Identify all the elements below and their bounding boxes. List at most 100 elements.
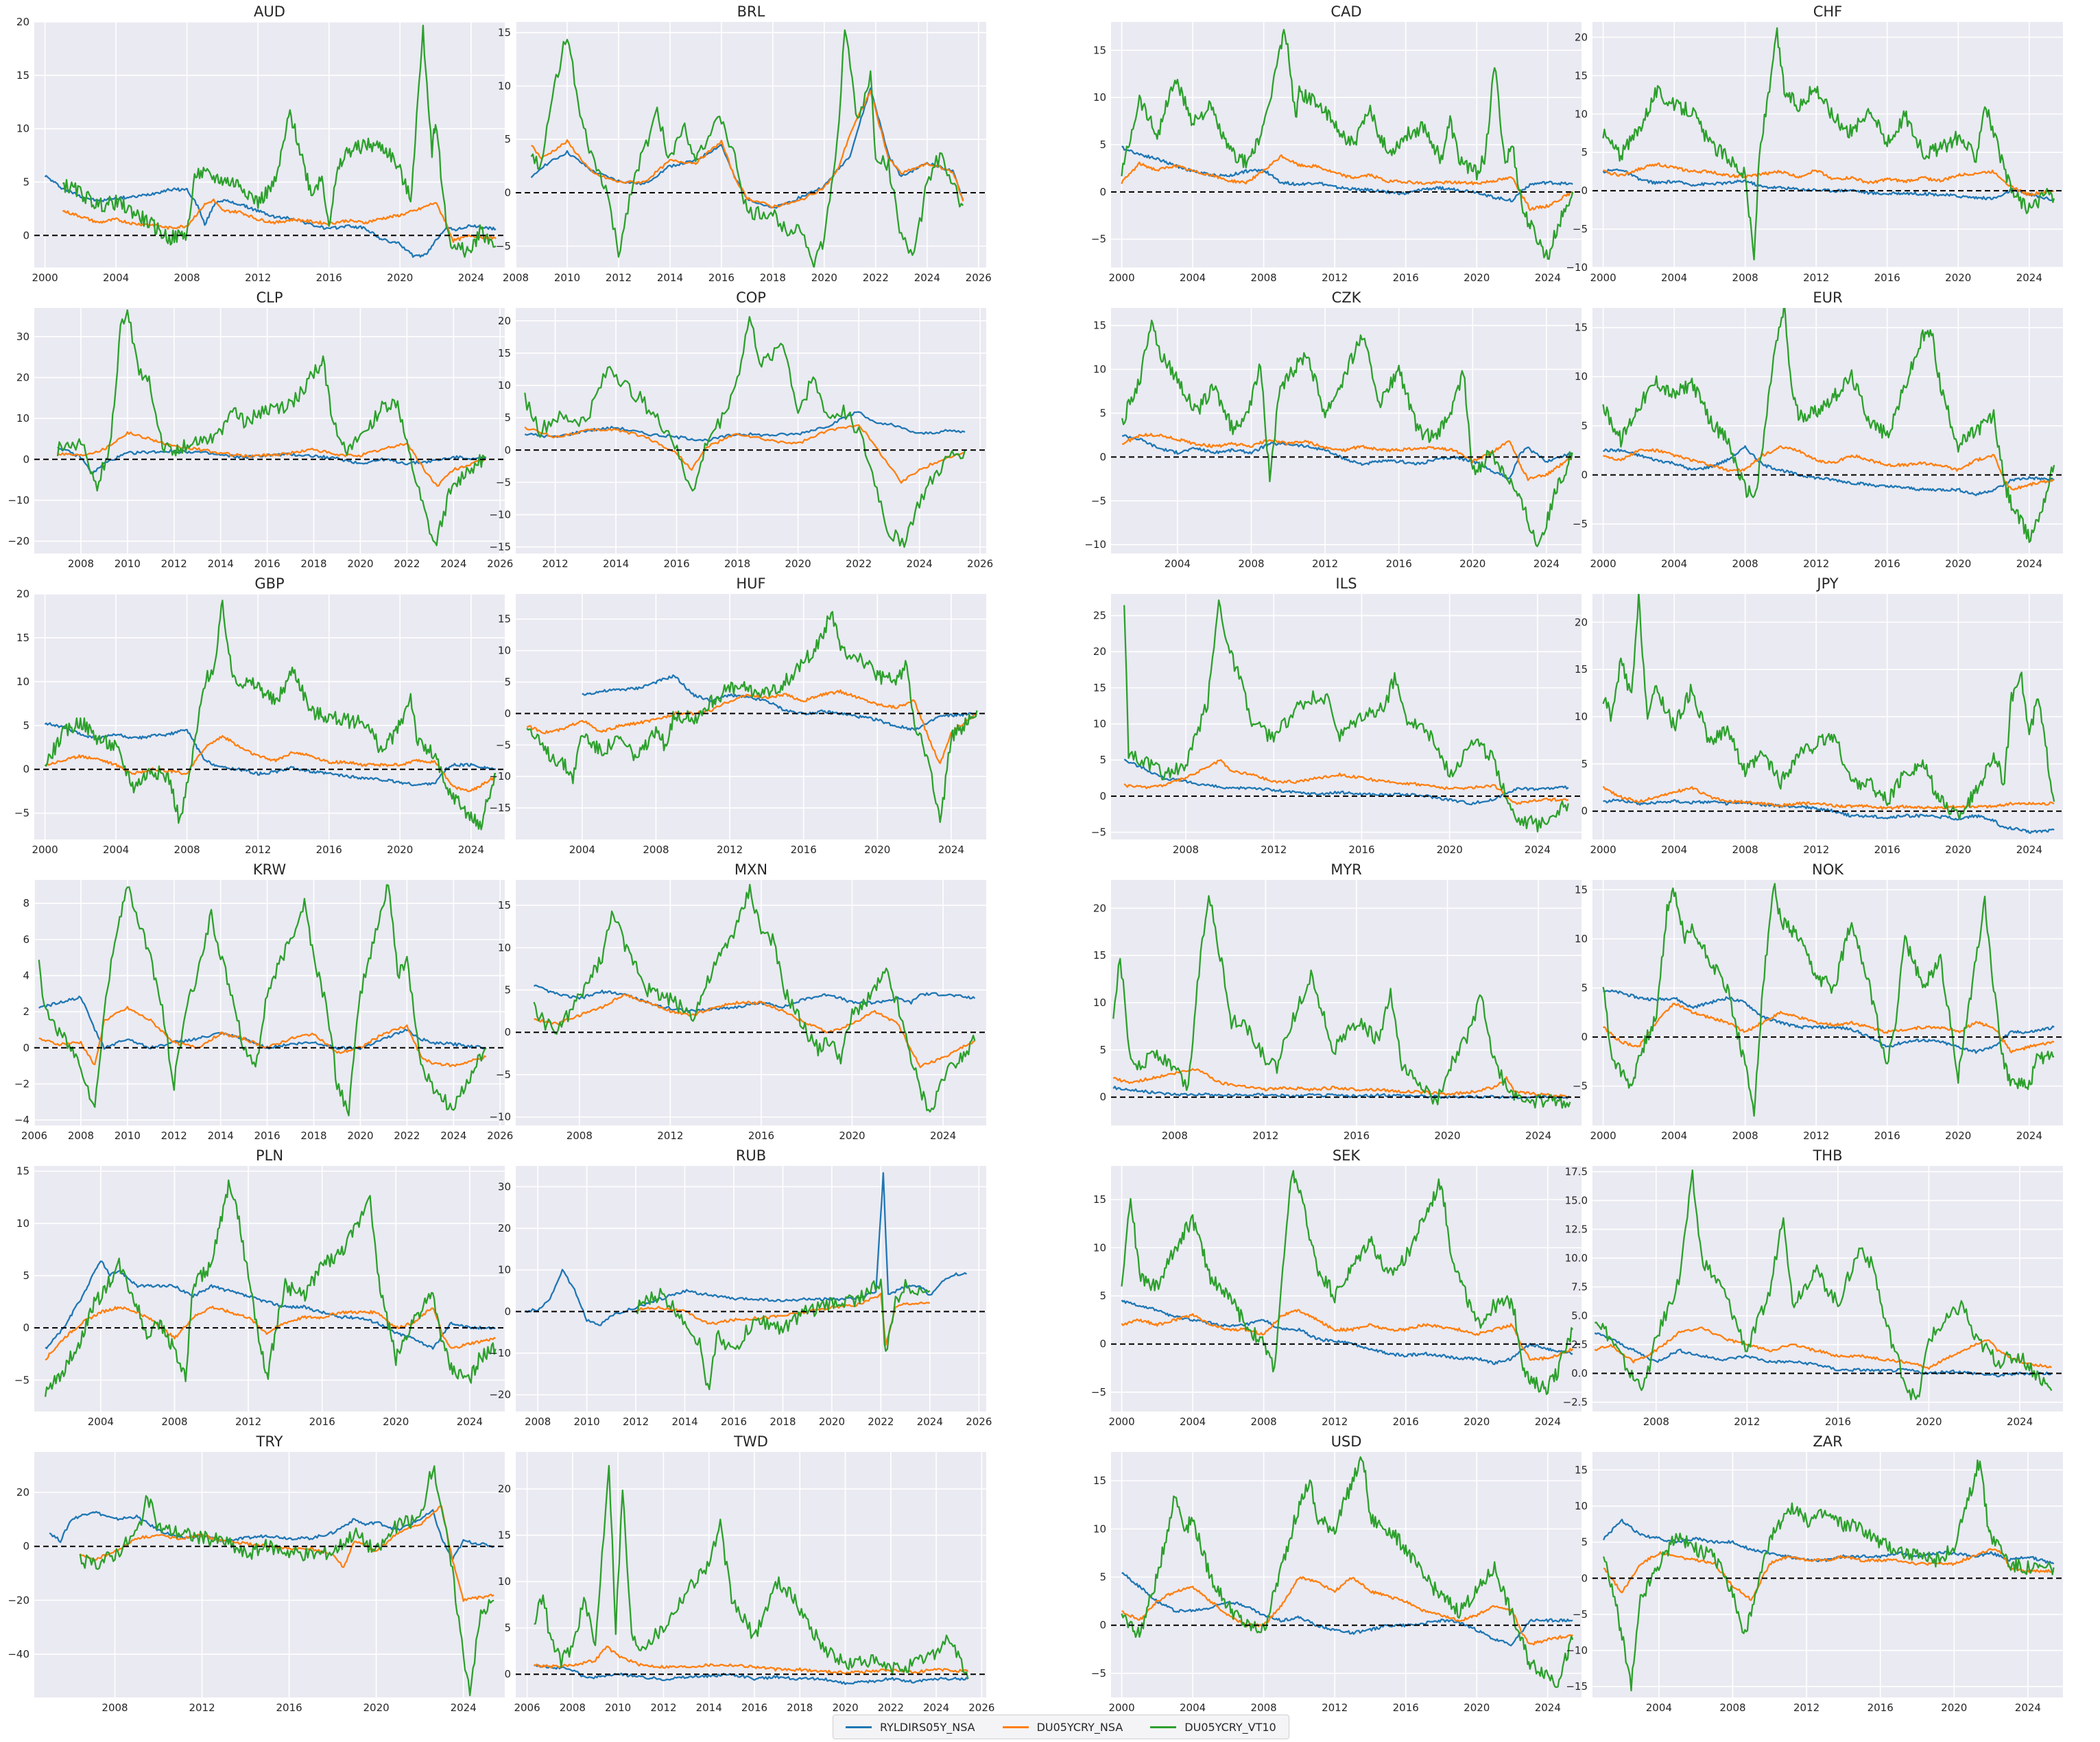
y-tick-label: 7.5 (1571, 1280, 1588, 1293)
x-tick-label: 2024 (914, 272, 940, 284)
y-tick-label: 5 (1099, 1571, 1106, 1584)
series-line-du05ycry-nsa (1121, 1309, 1574, 1361)
series-line-ryldirs05y-nsa (1123, 759, 1569, 806)
x-tick-label: 2000 (1590, 272, 1616, 284)
y-tick-label: 10 (498, 1264, 511, 1276)
y-tick-label: 10 (1093, 1523, 1106, 1535)
x-tick-label: 2024 (2007, 1416, 2033, 1428)
y-tick-label: 0 (23, 1322, 29, 1334)
plot-background (516, 22, 986, 267)
plot-background (34, 1452, 505, 1697)
x-tick-label: 2024 (451, 1702, 477, 1714)
series-line-du05ycry-vt10 (524, 315, 966, 548)
x-tick-label: 2008 (1732, 844, 1758, 856)
y-tick-label: −10 (1566, 1645, 1588, 1657)
x-tick-label: 2008 (1732, 272, 1758, 284)
y-tick-label: 15 (498, 613, 511, 625)
y-tick-label: 2 (23, 1005, 29, 1018)
y-tick-label: −10 (489, 1347, 511, 1359)
series-line-du05ycry-vt10 (44, 1179, 497, 1397)
x-tick-label: 2016 (741, 1702, 767, 1714)
y-tick-label: 0 (504, 444, 511, 456)
y-tick-label: 0 (1099, 790, 1106, 802)
x-tick-label: 2012 (542, 558, 568, 570)
x-tick-label: 2020 (387, 844, 413, 856)
x-tick-label: 2012 (1322, 1702, 1348, 1714)
chart-panel-aud: 2000 2004 2008 2012 2016 2020 2024 0 5 10 15 20 AUD (0, 0, 512, 287)
x-tick-label: 2020 (1464, 272, 1490, 284)
chart-panel-try: 2008 2012 2016 2020 2024 −40 −20 0 20 TRY (0, 1430, 512, 1717)
x-tick-label: 2012 (717, 844, 743, 856)
x-tick-label: 2008 (1719, 1702, 1745, 1714)
x-tick-label: 2012 (235, 1416, 261, 1428)
x-tick-label: 2004 (103, 272, 129, 284)
y-tick-label: 17.5 (1565, 1165, 1588, 1178)
chart-title: CZK (1332, 289, 1362, 306)
x-tick-label: 2024 (930, 1130, 956, 1142)
x-tick-label: 2000 (1590, 844, 1616, 856)
x-tick-label: 2016 (254, 558, 281, 570)
x-tick-label: 2004 (1180, 1416, 1206, 1428)
x-tick-label: 2026 (968, 1702, 994, 1714)
series-line-ryldirs05y-nsa (534, 1664, 969, 1685)
y-tick-label: 20 (498, 1483, 511, 1495)
legend-item-du05ycry-vt10: DU05YCRY_VT10 (1150, 1721, 1276, 1734)
series-line-du05ycry-nsa (57, 431, 486, 487)
x-tick-label: 2008 (1251, 1416, 1277, 1428)
y-tick-label: −4 (14, 1114, 29, 1126)
series-line-du05ycry-vt10 (1602, 308, 2055, 543)
series-line-du05ycry-nsa (534, 1645, 969, 1675)
y-tick-label: −5 (1573, 1080, 1588, 1093)
y-tick-label: −10 (489, 508, 511, 521)
chart-title: RUB (736, 1147, 766, 1164)
series-group (1121, 1169, 1574, 1396)
chart-panel-ils: 2008 2012 2016 2020 2024 −5 0 5 10 15 20 25 ILS (1077, 572, 1588, 859)
y-tick-label: −2 (14, 1077, 29, 1090)
x-tick-label: 2012 (1734, 1416, 1760, 1428)
series-line-du05ycry-vt10 (1121, 29, 1574, 260)
series-line-du05ycry-vt10 (1602, 883, 2055, 1117)
y-tick-label: −10 (489, 1111, 511, 1123)
y-tick-label: 5.0 (1571, 1309, 1588, 1322)
chart-svg: 2000 2004 2008 2012 2016 2020 2024 −5 0 5 10 15 20 GB… (14, 575, 505, 856)
legend-label: RYLDIRS05Y_NSA (880, 1720, 975, 1734)
x-tick-label: 2020 (383, 1416, 409, 1428)
series-line-ryldirs05y-nsa (582, 674, 977, 731)
y-tick-label: 8 (23, 897, 29, 909)
series-group (1602, 27, 2055, 261)
series-line-du05ycry-vt10 (1602, 1459, 2055, 1692)
series-line-du05ycry-vt10 (44, 599, 497, 831)
chart-panel-sek: 2000 2004 2008 2012 2016 2020 2024 −5 0 5 10 15 SEK (1077, 1144, 1588, 1431)
y-tick-label: −10 (8, 494, 29, 506)
series-group (38, 884, 487, 1117)
x-tick-label: 2018 (724, 558, 750, 570)
chart-panel-usd: 2000 2004 2008 2012 2016 2020 2024 −5 0 5 10 15 USD (1077, 1430, 1588, 1717)
plot-background (1111, 1166, 1582, 1411)
x-tick-label: 2012 (623, 1416, 649, 1428)
series-line-ryldirs05y-nsa (49, 1509, 494, 1561)
x-tick-label: 2008 (1251, 272, 1277, 284)
series-group (1602, 308, 2055, 543)
y-tick-label: 0 (504, 187, 511, 199)
y-tick-label: 10 (1575, 370, 1588, 383)
y-tick-label: 10 (1575, 1500, 1588, 1512)
series-line-du05ycry-vt10 (530, 29, 964, 267)
x-tick-label: 2016 (791, 844, 817, 856)
series-group (44, 25, 497, 258)
chart-panel-chf: 2000 2004 2008 2012 2016 2020 2024 −10 −5 0 5 10 15 2… (1558, 0, 2070, 287)
x-tick-label: 2004 (88, 1416, 114, 1428)
chart-title: ZAR (1813, 1433, 1842, 1450)
y-tick-label: −5 (1091, 1667, 1106, 1680)
y-tick-label: 5 (1581, 420, 1588, 432)
series-line-ryldirs05y-nsa (1603, 989, 2055, 1054)
x-tick-label: 2012 (1322, 1416, 1348, 1428)
chart-svg: 2008 2012 2016 2020 2024 −40 −20 0 20 TRY (8, 1433, 505, 1714)
x-tick-label: 2004 (1165, 558, 1191, 570)
y-tick-label: 15 (498, 347, 511, 359)
chart-svg: 2008 2012 2016 2020 2024 −5 0 5 10 15 20 25 ILS (1091, 575, 1582, 856)
y-tick-label: 5 (23, 719, 29, 732)
legend-swatch (1150, 1726, 1177, 1728)
y-tick-label: −20 (8, 1594, 29, 1606)
x-tick-label: 2012 (1252, 1130, 1278, 1142)
